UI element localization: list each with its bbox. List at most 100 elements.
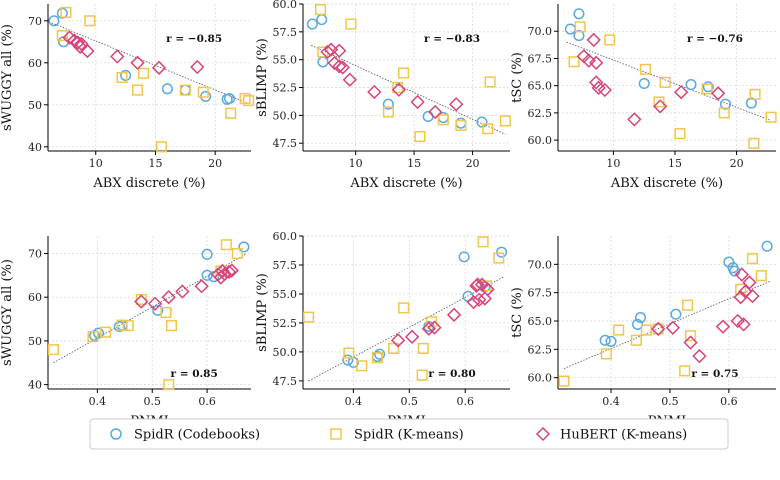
y-tick-label: 65.0 <box>528 80 553 93</box>
y-tick-label: 50.0 <box>273 109 298 122</box>
point-hubert-kmeans <box>715 319 731 334</box>
point-spidr-kmeans <box>735 283 747 295</box>
point-spidr-kmeans <box>179 84 191 96</box>
point-spidr-kmeans <box>371 352 383 364</box>
point-hubert-kmeans <box>477 291 492 306</box>
point-spidr-kmeans <box>417 342 429 354</box>
point-hubert-kmeans <box>586 32 601 48</box>
y-tick-label: 57.5 <box>273 259 298 272</box>
point-spidr-kmeans <box>220 239 232 251</box>
x-axis-label: ABX discrete (%) <box>610 176 723 191</box>
x-tick-label: 15 <box>148 157 162 170</box>
legend-marker-square <box>330 428 342 440</box>
point-spidr-kmeans <box>482 123 494 135</box>
point-spidr-kmeans <box>484 76 496 88</box>
point-hubert-kmeans <box>733 290 748 305</box>
point-spidr-kmeans <box>640 324 652 336</box>
x-tick-label: 20 <box>730 157 744 170</box>
point-hubert-kmeans <box>653 99 668 114</box>
x-tick-label: 0.6 <box>720 395 738 408</box>
panel-4: 0.40.50.640506070PNMIsWUGGY all (%)r = 0… <box>0 236 251 429</box>
point-spidr-codebooks <box>179 84 191 96</box>
legend-label-hubert-kmeans: HuBERT (K-means) <box>560 428 687 443</box>
x-tick-label: 0.6 <box>198 395 216 408</box>
x-tick-label: 10 <box>89 157 103 170</box>
point-spidr-kmeans <box>388 342 400 354</box>
point-spidr-codebooks <box>745 97 757 109</box>
point-hubert-kmeans <box>390 333 406 348</box>
point-hubert-kmeans <box>332 43 347 58</box>
point-spidr-kmeans <box>718 107 730 119</box>
y-tick-label: 60.0 <box>528 372 553 385</box>
point-spidr-kmeans <box>122 320 134 332</box>
point-hubert-kmeans <box>70 35 86 50</box>
y-tick-label: 40 <box>28 379 42 392</box>
point-spidr-kmeans <box>197 86 209 98</box>
point-hubert-kmeans <box>651 321 666 337</box>
y-axis-label: sBLIMP (%) <box>255 273 270 352</box>
point-spidr-kmeans <box>414 130 426 143</box>
point-spidr-codebooks <box>455 117 467 129</box>
legend-item-spidr-codebooks: SpidR (Codebooks) <box>110 428 260 443</box>
x-tick-label: 0.4 <box>89 395 107 408</box>
point-spidr-kmeans <box>416 369 428 381</box>
x-tick-label: 0.5 <box>143 395 161 408</box>
point-spidr-codebooks <box>120 69 132 81</box>
point-spidr-kmeans <box>60 6 72 18</box>
legend-frame <box>89 418 729 450</box>
point-spidr-codebooks <box>316 14 328 26</box>
point-spidr-kmeans <box>47 344 60 356</box>
panel-3: 10 15 20 60.0 62.5 65.0 67.5 70.0 ABX discrete (… <box>510 4 777 191</box>
point-hubert-kmeans <box>134 294 149 309</box>
point-hubert-kmeans <box>730 313 745 329</box>
point-hubert-kmeans <box>73 39 88 55</box>
point-spidr-kmeans <box>639 63 651 75</box>
point-spidr-kmeans <box>674 128 686 140</box>
y-axis-label: sWUGGY all (%) <box>0 259 15 366</box>
point-spidr-kmeans <box>155 141 167 153</box>
point-spidr-kmeans <box>568 56 580 68</box>
regression-line <box>308 276 505 382</box>
point-hubert-kmeans <box>591 80 606 96</box>
legend-marker-circle <box>110 428 122 440</box>
point-spidr-kmeans <box>755 270 767 282</box>
point-hubert-kmeans <box>421 321 437 336</box>
point-hubert-kmeans <box>745 288 760 304</box>
y-tick-label: 60 <box>28 291 42 304</box>
point-spidr-kmeans <box>437 114 449 126</box>
point-spidr-codebooks <box>374 348 386 360</box>
panel-1: 10 15 20 40 50 60 70 ABX discrete (%) sWUGGY all… <box>0 4 255 191</box>
x-tick-label: 20 <box>466 157 480 170</box>
legend-item-hubert-kmeans: HuBERT (K-means) <box>535 426 687 443</box>
point-spidr-kmeans <box>398 67 410 79</box>
point-spidr-kmeans <box>132 84 144 96</box>
y-tick-label: 70 <box>28 15 42 28</box>
point-spidr-kmeans <box>574 21 586 33</box>
point-spidr-kmeans <box>116 319 128 331</box>
point-spidr-codebooks <box>223 92 236 105</box>
point-hubert-kmeans <box>683 335 698 350</box>
point-spidr-codebooks <box>631 318 644 330</box>
point-hubert-kmeans <box>332 59 347 74</box>
point-spidr-kmeans <box>239 92 251 105</box>
point-hubert-kmeans <box>692 348 707 364</box>
y-tick-label: 40 <box>28 141 42 154</box>
point-spidr-kmeans <box>653 96 665 108</box>
point-spidr-kmeans <box>87 330 99 343</box>
panel-5: 0.40.50.647.550.052.555.057.560.0PNMIsBL… <box>255 230 510 429</box>
point-hubert-kmeans <box>472 292 487 307</box>
point-hubert-kmeans <box>224 263 239 278</box>
point-spidr-kmeans <box>613 324 625 336</box>
point-spidr-codebooks <box>638 77 650 90</box>
y-axis-label: sWUGGY all (%) <box>0 24 15 131</box>
point-spidr-kmeans <box>630 334 642 346</box>
y-tick-label: 50 <box>28 99 42 112</box>
y-tick-label: 70 <box>28 247 42 260</box>
y-tick-label: 62.5 <box>528 107 553 120</box>
point-spidr-codebooks <box>634 312 647 324</box>
x-tick-label: 0.5 <box>401 395 419 408</box>
point-spidr-kmeans <box>685 330 697 342</box>
point-spidr-kmeans <box>398 302 410 314</box>
point-hubert-kmeans <box>589 75 604 90</box>
point-spidr-kmeans <box>426 316 438 328</box>
